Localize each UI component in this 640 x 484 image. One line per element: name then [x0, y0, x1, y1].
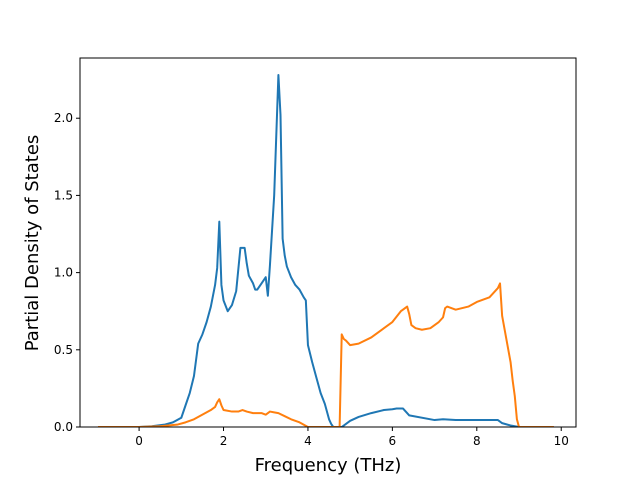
plot-area — [80, 58, 576, 427]
y-tick-label: 1.5 — [54, 188, 73, 202]
axes-layer: 0 2 4 6 8 10 0.0 0.5 1.0 1.5 2.0 — [54, 57, 577, 448]
axes-frame — [79, 57, 577, 428]
y-tick-label: 2.0 — [54, 111, 73, 125]
x-tick-label: 8 — [473, 434, 481, 448]
x-tick-label: 2 — [220, 434, 228, 448]
y-axis-label: Partial Density of States — [22, 135, 43, 352]
series-layer — [98, 73, 554, 427]
x-tick-label: 4 — [304, 434, 312, 448]
x-tick-label: 6 — [389, 434, 397, 448]
y-tick-label: 0.0 — [54, 420, 73, 434]
series-line-1 — [98, 73, 554, 427]
y-tick-label: 1.0 — [54, 266, 73, 280]
series-line-2 — [98, 282, 554, 427]
x-axis-label: Frequency (THz) — [255, 455, 402, 476]
y-tick-label: 0.5 — [54, 343, 73, 357]
x-tick-label: 0 — [135, 434, 143, 448]
x-tick-label: 10 — [554, 434, 569, 448]
